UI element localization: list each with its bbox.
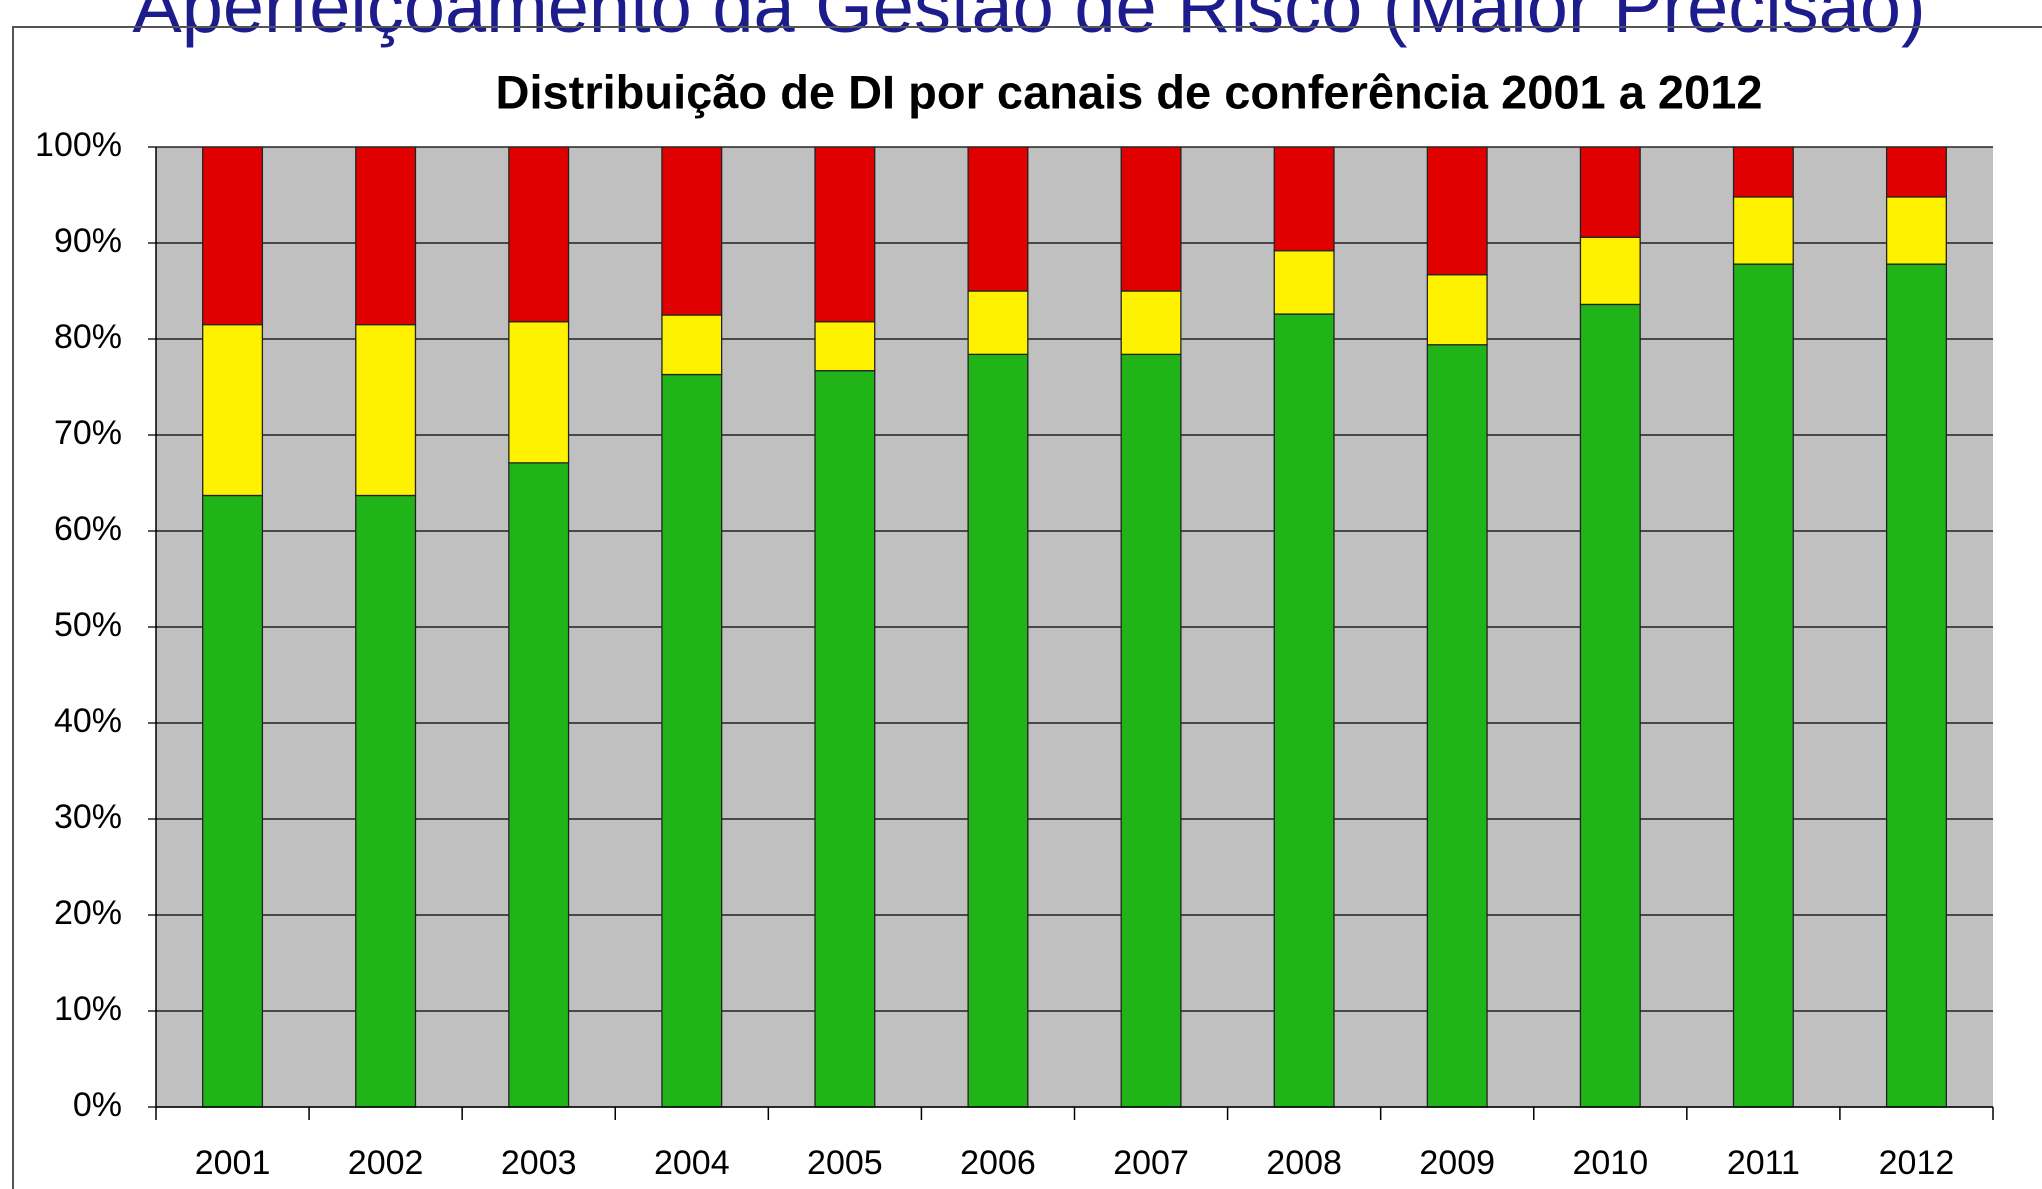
bar-segment: [1273, 146, 1335, 252]
bar-segment: [661, 373, 723, 1108]
x-tick-label: 2008: [1266, 1144, 1342, 1182]
bar-segment: [814, 146, 876, 323]
frame: [12, 26, 2042, 1189]
chart-title: Distribuição de DI por canais de conferê…: [496, 65, 1763, 118]
y-tick-label: 90%: [54, 222, 122, 260]
bar-segment: [1120, 290, 1182, 356]
x-tick-label: 2006: [960, 1144, 1036, 1182]
bar-segment: [508, 321, 570, 464]
bar-segment: [1120, 146, 1182, 292]
bar-segment: [202, 146, 264, 326]
bar-segment: [1885, 196, 1947, 265]
bar-segment: [1732, 196, 1794, 265]
y-tick-label: 30%: [54, 798, 122, 836]
bar-segment: [967, 146, 1029, 292]
bar-segment: [967, 353, 1029, 1108]
bar-segment: [508, 146, 570, 323]
slide-title: Aperfeiçoamento da Gestão de Risco (Maio…: [132, 0, 1925, 48]
bar-segment: [1579, 236, 1641, 306]
bar-segment: [1885, 146, 1947, 198]
bar-segment: [661, 314, 723, 376]
x-tick-label: 2009: [1419, 1144, 1495, 1182]
bar-segment: [355, 494, 417, 1108]
x-tick-label: 2012: [1879, 1144, 1955, 1182]
x-tick-label: 2003: [501, 1144, 577, 1182]
bar-segment: [1426, 146, 1488, 276]
bar-segment: [1426, 344, 1488, 1108]
bar-segment: [814, 321, 876, 372]
x-tick-label: 2004: [654, 1144, 730, 1182]
y-tick-label: 10%: [54, 990, 122, 1028]
bar-segment: [202, 323, 264, 497]
bar-segment: [1120, 353, 1182, 1108]
bar-segment: [1732, 146, 1794, 198]
bar-segment: [814, 370, 876, 1108]
y-tick-label: 100%: [35, 126, 122, 164]
y-tick-label: 50%: [54, 606, 122, 644]
y-tick-label: 40%: [54, 702, 122, 740]
bar-segment: [661, 146, 723, 316]
bar-segment: [508, 462, 570, 1108]
bar-segment: [1426, 274, 1488, 346]
y-tick-label: 0%: [73, 1086, 122, 1124]
x-tick-label: 2002: [348, 1144, 424, 1182]
bar-segment: [355, 323, 417, 497]
bar-segment: [1579, 146, 1641, 238]
bar-segment: [1732, 263, 1794, 1108]
bar-segment: [1273, 250, 1335, 315]
x-tick-label: 2001: [195, 1144, 271, 1182]
x-tick-label: 2005: [807, 1144, 883, 1182]
y-tick-label: 70%: [54, 414, 122, 452]
bar-segment: [355, 146, 417, 326]
y-tick-label: 80%: [54, 318, 122, 356]
bar-segment: [1579, 303, 1641, 1108]
bar-segment: [1273, 313, 1335, 1108]
bar-segment: [1885, 263, 1947, 1108]
bar-segment: [967, 290, 1029, 356]
x-tick-label: 2007: [1113, 1144, 1189, 1182]
y-tick-label: 60%: [54, 510, 122, 548]
y-tick-label: 20%: [54, 894, 122, 932]
bar-segment: [202, 494, 264, 1108]
x-tick-label: 2010: [1572, 1144, 1648, 1182]
x-tick-label: 2011: [1727, 1144, 1800, 1182]
